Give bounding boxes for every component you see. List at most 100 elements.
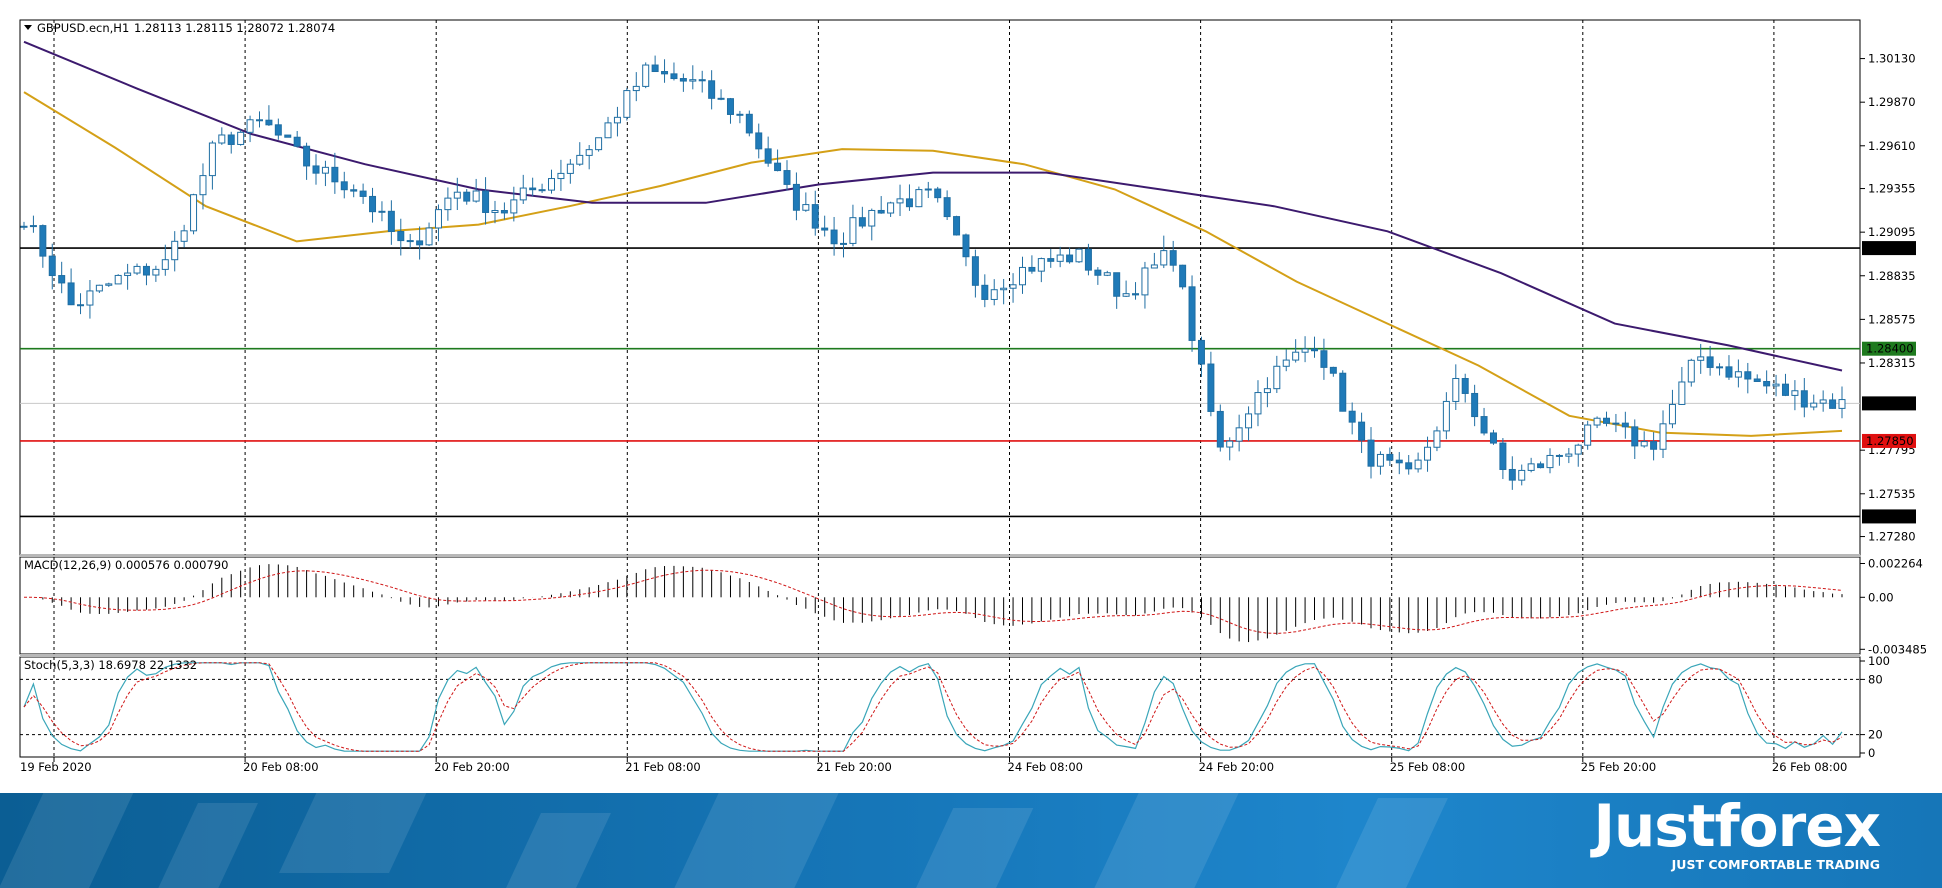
candle-bull [849,217,857,244]
candle-bull [548,178,556,191]
candle-bear [1480,416,1488,434]
candle-bear [387,210,395,232]
dropdown-triangle-icon[interactable] [24,25,32,30]
level-price-box [1862,509,1916,524]
candle-bear [1725,366,1733,378]
time-label: 24 Feb 20:00 [1199,760,1274,774]
candle-bear [877,209,885,214]
candle-bear [679,78,687,82]
time-label: 21 Feb 08:00 [625,760,700,774]
macd-tick-label: 0.002264 [1868,557,1923,571]
candle-bull [1442,400,1450,432]
candle-bull [20,225,28,228]
vertical-gridlines [53,20,1775,757]
candle-bear [1028,266,1036,272]
candle-bear [406,240,414,243]
time-label: 20 Feb 20:00 [434,760,509,774]
candle-bull [161,259,169,270]
moving-averages [23,40,1843,437]
candle-bull [1254,392,1262,415]
candle-bear [755,132,763,150]
candle-bull [171,240,179,261]
price-tick-label: 1.30130 [1868,52,1916,66]
candle-bear [981,284,989,300]
candle-bear [39,225,47,257]
stoch-tick-label: 0 [1868,746,1875,760]
price-chart[interactable]: 1.30130 1.29870 1.29610 1.29355 1.29095 1.288… [0,0,1942,793]
candle-bear [1179,264,1187,288]
candle-bear [1744,371,1752,380]
candle-bear [1631,426,1639,447]
candle-bull [613,116,621,124]
brand-slogan: JUST COMFORTABLE TRADING [1671,857,1880,872]
macd-signal-line [24,569,1843,634]
candle-bull [1037,258,1045,272]
candle-bull [1018,266,1026,286]
brand-logo[interactable]: Justforex JUST COMFORTABLE TRADING [1593,795,1881,872]
candle-bear [953,216,961,236]
candle-bull [1376,453,1384,467]
candle-bull [434,209,442,229]
time-label: 24 Feb 08:00 [1008,760,1083,774]
price-axis: 1.30130 1.29870 1.29610 1.29355 1.29095 1.288… [1860,52,1927,760]
price-tick-label: 1.28315 [1868,356,1916,370]
candle-bear [708,80,716,99]
candle-bull [1000,287,1008,291]
candle-bull [990,289,998,300]
candle-bull [840,242,848,245]
candle-bear [1753,378,1761,382]
candle-bull [1141,267,1149,296]
price-tick-label: 1.29610 [1868,139,1916,153]
panel-separator-1 [20,554,1860,557]
candle-bull [1282,359,1290,367]
candle-bull [378,210,386,213]
candle-bull [1122,293,1130,297]
candle-bull [1772,383,1780,387]
candle-bull [1593,417,1601,426]
candle-bull [1075,248,1083,263]
current-price-box [1862,396,1916,411]
candle-bear [1320,350,1328,368]
candle-bear [1197,339,1205,365]
candle-bull [1687,359,1695,383]
candle-bear [1348,410,1356,423]
candle-bear [821,227,829,231]
candle-bear [830,229,838,245]
candle-bear [811,204,819,229]
candle-bear [943,197,951,218]
macd-panel [19,556,1861,655]
candle-bull [1697,356,1705,361]
candle-bear [1537,463,1545,469]
candle-bull [1659,423,1667,450]
candle-bull [566,163,574,174]
candle-bull [1424,446,1432,461]
candle-bear [661,71,669,75]
candle-bear [1461,378,1469,394]
candle-bull [1640,441,1648,447]
candle-bull [1810,402,1818,408]
macd-tick-label: -0.003485 [1868,642,1927,656]
candle-bull [86,290,94,306]
level-price-label: 1.29000 [1866,241,1914,255]
candle-bear [971,256,979,286]
candle-bear [482,190,490,213]
candle-bull [237,131,245,145]
candle-bear [651,64,659,73]
candle-bull [1612,422,1620,425]
candle-bull [472,190,480,202]
stoch-tick-label: 100 [1868,654,1890,668]
candle-bull [152,268,160,276]
panel-separator-2 [20,654,1860,657]
candle-bull [218,134,226,144]
candle-bear [1084,248,1092,271]
candle-bear [1329,366,1337,374]
candle-bull [114,274,122,285]
candle-bull [915,189,923,208]
candle-bear [717,97,725,100]
candle-bull [1527,463,1535,471]
time-label: 21 Feb 20:00 [816,760,891,774]
candle-bear [284,134,292,138]
candle-bear [783,170,791,185]
candle-bear [67,282,75,306]
price-tick-label: 1.27280 [1868,530,1916,544]
